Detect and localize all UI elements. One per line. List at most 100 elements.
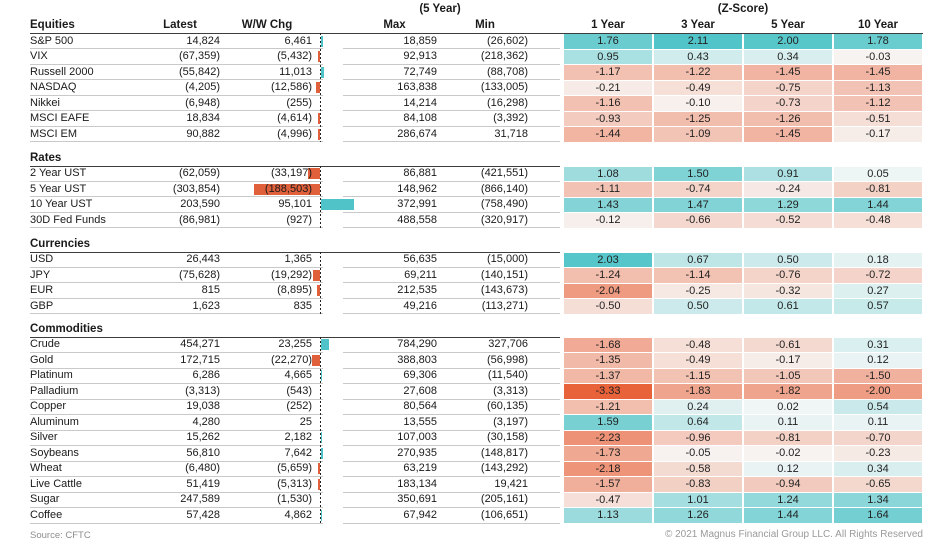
cell-min: 327,706 (488, 338, 528, 351)
zscore-cell: 0.57 (834, 299, 922, 314)
cell-latest: (4,205) (185, 81, 220, 93)
section-label-commodities: Commodities (30, 322, 103, 335)
cell-max: 286,674 (397, 127, 437, 140)
zscore-cell: -1.73 (564, 446, 652, 461)
zscore-cell: -1.35 (564, 353, 652, 368)
cell-asset-name: Copper (30, 400, 67, 413)
cell-min: (3,197) (493, 415, 528, 428)
zscore-cell: 1.01 (654, 492, 742, 508)
cell-wow-chg: 1,365 (284, 253, 312, 266)
zscore-cell: 0.64 (654, 415, 742, 430)
zscore-cell: -0.47 (564, 492, 652, 508)
row-separator (343, 414, 560, 415)
zscore-cell: -0.75 (744, 80, 832, 95)
wow-bar-negative (315, 82, 320, 93)
cell-asset-name: Silver (30, 431, 58, 444)
zscore-cell: -0.72 (834, 268, 922, 283)
row-separator (30, 297, 323, 299)
row-separator (30, 352, 323, 353)
cell-latest: 247,589 (180, 493, 220, 506)
cell-latest: 4,280 (192, 415, 220, 428)
zscore-cell: -1.25 (654, 111, 742, 126)
cell-asset-name: EUR (30, 284, 54, 297)
cell-latest: 6,286 (192, 369, 220, 382)
cell-asset-name: Platinum (30, 369, 73, 382)
row-separator (343, 313, 560, 315)
zscore-cell: -0.10 (654, 96, 742, 111)
row-separator (30, 94, 323, 96)
wow-bar-negative (316, 285, 320, 297)
zscore-cell: -1.24 (564, 268, 652, 283)
zscore-cell: -1.45 (834, 65, 922, 80)
row-separator (343, 491, 560, 493)
cell-min: (218,362) (480, 50, 528, 62)
cell-wow-chg: (927) (286, 213, 312, 226)
zscore-group-label: (Z-Score) (717, 3, 769, 15)
section-label-equities: Equities (30, 19, 75, 31)
row-separator (30, 196, 323, 198)
cell-asset-name: Wheat (30, 462, 62, 475)
cell-min: (421,551) (480, 167, 528, 180)
cell-latest: (62,059) (179, 167, 220, 180)
cell-wow-chg: (22,270) (271, 353, 312, 366)
zscore-cell: -0.83 (654, 477, 742, 492)
zscore-cell: -0.51 (834, 111, 922, 126)
copyright-label: © 2021 Magnus Financial Group LLC. All R… (664, 529, 923, 540)
row-separator (30, 79, 323, 81)
zscore-cell: -1.17 (564, 65, 652, 80)
section-label-currencies: Currencies (30, 237, 91, 250)
cell-min: (133,005) (480, 81, 528, 93)
cell-min: (106,651) (480, 508, 528, 521)
wow-bar-positive (320, 447, 324, 459)
zscore-cell: -0.58 (654, 461, 742, 477)
cell-latest: (86,981) (179, 213, 220, 226)
cell-latest: (67,359) (179, 50, 220, 62)
cell-asset-name: JPY (30, 268, 51, 281)
cell-min: 19,421 (494, 477, 528, 490)
row-separator (343, 507, 560, 508)
row-separator (30, 48, 323, 50)
row-separator (30, 507, 323, 508)
cell-asset-name: VIX (30, 50, 48, 62)
cell-wow-chg: 7,642 (284, 446, 312, 459)
cell-max: 56,635 (403, 253, 437, 266)
zscore-cell: -0.49 (654, 353, 742, 368)
cell-latest: 815 (201, 284, 220, 297)
zscore-cell: -1.45 (744, 127, 832, 142)
zscore-cell: 0.24 (654, 399, 742, 415)
row-separator (30, 282, 323, 284)
cell-asset-name: Russell 2000 (30, 65, 94, 78)
cell-wow-chg: (255) (286, 96, 312, 109)
row-separator (30, 491, 323, 493)
zscore-cell: -1.09 (654, 127, 742, 142)
wow-zero-axis (319, 252, 321, 315)
row-separator (30, 141, 323, 143)
cell-max: 27,608 (403, 384, 437, 397)
cell-wow-chg: 11,013 (279, 65, 312, 78)
cell-max: 67,942 (403, 508, 437, 521)
row-separator (343, 48, 560, 50)
cell-wow-chg: 25 (299, 415, 312, 428)
cell-latest: 57,428 (186, 508, 220, 521)
zscore-cell: -3.33 (564, 384, 652, 399)
row-separator (30, 110, 323, 112)
cell-min: (56,998) (487, 353, 528, 366)
five-year-group-label: (5 Year) (419, 3, 461, 15)
row-separator (343, 180, 560, 182)
zscore-cell: -0.65 (834, 477, 922, 492)
cell-latest: 14,824 (186, 34, 220, 47)
wow-bar-positive (320, 370, 323, 382)
wow-bar-positive (320, 199, 354, 211)
cell-min: (11,540) (487, 369, 528, 382)
zscore-cell: -1.26 (744, 111, 832, 126)
wow-bar-positive (320, 35, 323, 47)
zscore-cell: 0.31 (834, 337, 922, 353)
wow-bar-negative (313, 269, 320, 281)
cell-latest: (55,842) (179, 65, 220, 78)
cell-asset-name: Live Cattle (30, 477, 82, 490)
zscore-cell: -2.00 (834, 384, 922, 399)
zscore-cell: -1.57 (564, 477, 652, 492)
zscore-cell: 1.50 (654, 166, 742, 182)
zscore-cell: -0.21 (564, 80, 652, 95)
zscore-cell: -1.16 (564, 96, 652, 111)
